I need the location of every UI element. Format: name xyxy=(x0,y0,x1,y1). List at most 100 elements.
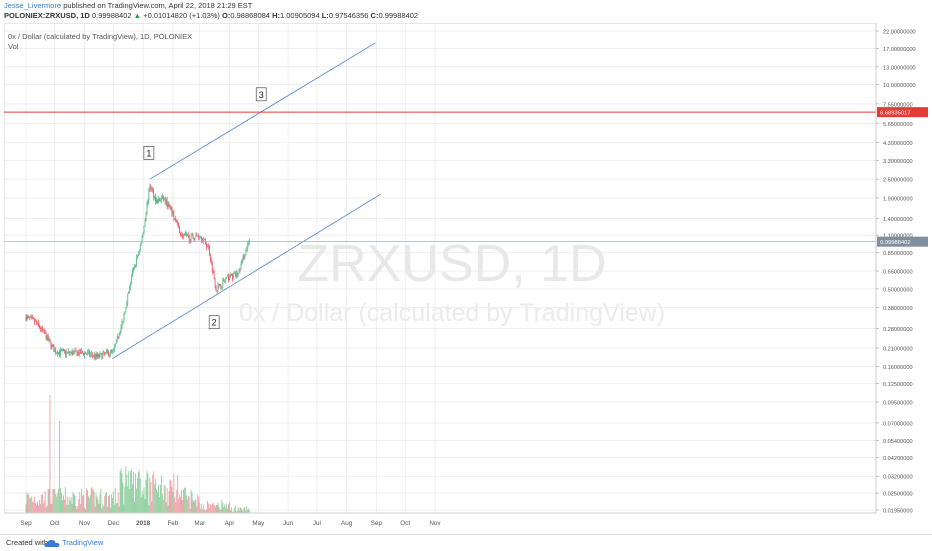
volume-bars xyxy=(25,395,251,513)
time-axis[interactable]: Sep Oct Nov Dec 2018 Feb Mar Apr May Jun Jul Aug Sep… xyxy=(20,520,441,527)
candle-body xyxy=(74,350,76,352)
candle-body xyxy=(197,235,199,237)
candle-body xyxy=(72,352,74,355)
candle-body xyxy=(151,188,153,190)
volume-bar xyxy=(196,506,198,513)
volume-bar xyxy=(108,496,110,513)
candle-body xyxy=(53,345,55,353)
candle-body xyxy=(248,242,250,244)
volume-bar xyxy=(157,492,158,513)
candle-body xyxy=(178,223,179,227)
candle-body xyxy=(204,239,205,241)
close-value: 0.99988402 xyxy=(378,11,419,20)
candle-body xyxy=(176,220,178,223)
candle-body xyxy=(149,186,151,189)
candle-body xyxy=(234,272,236,276)
volume-bar xyxy=(78,498,80,513)
candle-body xyxy=(60,349,61,355)
volume-bar xyxy=(169,479,171,513)
volume-bar xyxy=(167,505,169,513)
candle-body xyxy=(137,255,138,258)
volume-bar xyxy=(47,488,49,513)
annotation-label: 3 xyxy=(259,90,264,100)
volume-bar xyxy=(184,487,186,513)
volume-bar xyxy=(104,495,106,513)
candle-body xyxy=(83,353,84,356)
candle-body xyxy=(126,302,128,308)
volume-bar xyxy=(105,493,107,513)
author-link[interactable]: Jesse_Livermore xyxy=(4,1,62,10)
volume-bar xyxy=(58,488,60,513)
candle-body xyxy=(28,316,30,318)
volume-bar xyxy=(162,499,164,513)
candle-body xyxy=(29,316,31,318)
grid-lines xyxy=(4,23,876,513)
candle-body xyxy=(30,317,32,318)
candle-body xyxy=(134,266,135,268)
volume-bar xyxy=(60,488,62,513)
candle-body xyxy=(213,271,215,280)
candle-body xyxy=(235,272,237,276)
legend-vol: Vol xyxy=(8,42,19,51)
candle-body xyxy=(119,332,121,335)
volume-bar xyxy=(249,510,251,513)
price-tick-label: 1.90000000 xyxy=(883,196,913,202)
volume-bar xyxy=(222,502,224,513)
volume-bar xyxy=(123,504,125,513)
tradingview-link[interactable]: TradingView xyxy=(62,538,104,547)
candle-body xyxy=(230,273,231,278)
candle-body xyxy=(188,235,190,241)
volume-bar xyxy=(90,487,92,513)
candle-body xyxy=(58,351,59,355)
candle-body xyxy=(165,200,167,203)
volume-bar xyxy=(154,484,156,513)
low-label: L: xyxy=(321,11,329,20)
volume-bar xyxy=(119,470,121,513)
volume-bar xyxy=(245,511,247,513)
candle-body xyxy=(233,273,234,279)
volume-bar xyxy=(224,504,226,513)
candle-body xyxy=(78,352,80,355)
volume-bar xyxy=(228,504,230,513)
time-tick-label: Jun xyxy=(283,520,294,527)
candle-body xyxy=(206,244,207,247)
candle-body xyxy=(92,355,94,357)
candle-body xyxy=(219,284,221,286)
time-axis-bg xyxy=(4,513,928,533)
candle-body xyxy=(41,327,42,330)
volume-bar xyxy=(166,488,168,513)
time-tick-label: Nov xyxy=(429,520,441,527)
volume-bar xyxy=(118,506,120,513)
candle-body xyxy=(98,354,100,357)
candle-body xyxy=(140,241,142,245)
volume-bar xyxy=(112,491,114,513)
volume-bar xyxy=(187,495,189,513)
price-chart[interactable]: ZRXUSD, 1D 0x / Dollar (calculated by Tr… xyxy=(4,23,928,533)
price-axis[interactable]: 22.00000000 17.00000000 13.00000000 10.0000… xyxy=(876,30,916,515)
candle-body xyxy=(161,195,163,199)
publisher-line: Jesse_Livermore published on TradingView… xyxy=(4,1,252,11)
candle-body xyxy=(68,351,70,354)
candle-body xyxy=(39,325,40,329)
candle-body xyxy=(185,233,186,235)
change-arrow-icon: ▲ xyxy=(133,11,142,20)
price-tick-label: 10.00000000 xyxy=(883,83,916,89)
candle-body xyxy=(173,211,175,219)
candle-body xyxy=(171,207,173,215)
candle-body xyxy=(220,285,222,288)
candle-body xyxy=(42,329,44,331)
volume-bar xyxy=(32,501,34,513)
volume-bar xyxy=(206,509,207,513)
volume-bar xyxy=(48,489,50,513)
candle-body xyxy=(217,285,219,291)
candle-body xyxy=(34,318,35,322)
volume-bar xyxy=(89,495,91,513)
volume-bar xyxy=(211,503,213,513)
volume-bar xyxy=(95,493,97,513)
last-price-marker-label: 0.99988402 xyxy=(880,240,911,246)
candle-body xyxy=(26,316,28,321)
candle-body xyxy=(33,318,35,319)
volume-bar xyxy=(100,488,102,513)
trendline-upper xyxy=(149,42,376,180)
time-tick-label: Sep xyxy=(371,520,383,527)
